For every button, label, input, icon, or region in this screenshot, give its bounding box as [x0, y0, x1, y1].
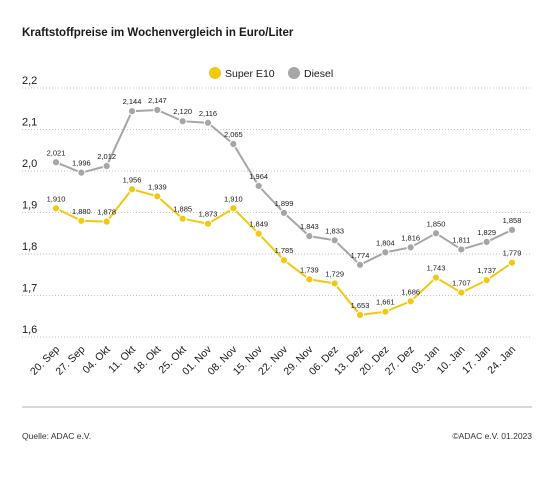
y-tick-label: 1,6 — [22, 324, 37, 336]
series-layer: 1,910 1,880 1,878 1,956 1,939 1,885 1,873 1,910… — [47, 96, 522, 320]
data-label: 1,707 — [452, 279, 471, 288]
data-label: 1,743 — [427, 264, 446, 273]
data-label: 1,653 — [351, 301, 370, 310]
data-label: 1,873 — [199, 210, 218, 219]
data-label: 1,774 — [351, 251, 370, 260]
y-tick-label: 1,7 — [22, 283, 37, 295]
data-point — [482, 276, 491, 285]
legend-marker-super-e10 — [209, 67, 221, 79]
data-point — [254, 181, 263, 191]
data-label: 1,849 — [249, 220, 268, 229]
x-tick-label: 04. Okt — [80, 344, 112, 376]
data-label: 2,116 — [199, 109, 217, 118]
data-point — [203, 219, 213, 228]
data-label: 1,833 — [325, 226, 344, 235]
data-label: 1,910 — [224, 194, 243, 203]
y-tick-label: 2,2 — [22, 75, 37, 87]
data-label: 1,878 — [97, 208, 116, 217]
data-point — [127, 185, 137, 194]
data-label: 1,910 — [47, 194, 66, 203]
x-tick-label: 24. Jan — [485, 344, 518, 377]
data-point — [305, 232, 314, 241]
data-label: 2,147 — [148, 96, 167, 105]
data-point — [203, 118, 213, 127]
data-label: 1,880 — [72, 207, 91, 216]
data-point — [381, 307, 390, 316]
data-point — [279, 256, 289, 265]
data-label: 2,021 — [47, 148, 66, 157]
data-label: 1,885 — [173, 205, 192, 214]
y-tick-label: 2,0 — [22, 158, 37, 170]
data-point — [305, 275, 314, 284]
data-point — [153, 105, 162, 115]
data-label: 1,661 — [376, 298, 395, 307]
legend-label-diesel: Diesel — [304, 68, 333, 80]
data-point — [330, 279, 339, 288]
data-label: 1,996 — [72, 159, 91, 168]
data-point — [153, 192, 162, 201]
data-point — [229, 204, 238, 213]
data-label: 1,858 — [503, 216, 522, 225]
data-label: 1,939 — [148, 182, 167, 191]
data-label: 2,012 — [97, 152, 116, 161]
data-point — [431, 229, 441, 238]
chart-title: Kraftstoffpreise im Wochenvergleich in E… — [22, 27, 294, 39]
data-label: 1,779 — [503, 249, 522, 258]
data-point — [51, 204, 61, 213]
data-label: 2,144 — [123, 97, 142, 106]
data-label: 1,686 — [401, 287, 420, 296]
series-line-diesel — [55, 108, 513, 266]
data-label: 1,729 — [325, 269, 344, 278]
data-point — [77, 216, 86, 225]
data-label: 1,850 — [427, 219, 446, 228]
copyright-note: ©ADAC e.V. 01.2023 — [452, 431, 532, 441]
legend-label-super-e10: Super E10 — [225, 68, 275, 80]
data-point — [381, 248, 390, 257]
data-label: 1,739 — [300, 265, 319, 274]
data-point — [127, 107, 137, 116]
data-label: 1,899 — [275, 199, 294, 208]
data-point — [457, 288, 466, 297]
data-label: 1,816 — [401, 233, 420, 242]
data-label: 1,804 — [376, 238, 395, 247]
data-point — [178, 117, 187, 126]
data-label: 1,964 — [249, 172, 268, 181]
data-point — [507, 225, 517, 235]
data-point — [355, 310, 365, 320]
data-point — [482, 237, 491, 247]
data-point — [330, 236, 339, 245]
y-tick-label: 1,9 — [22, 200, 37, 212]
data-point — [51, 158, 61, 167]
data-label: 1,843 — [300, 222, 319, 231]
y-axis: 1,6 1,7 1,8 1,9 2,0 2,1 2,2 — [22, 75, 532, 338]
data-label: 1,829 — [477, 228, 496, 237]
data-point — [406, 297, 415, 306]
source-note: Quelle: ADAC e.V. — [22, 431, 92, 441]
data-point — [457, 245, 466, 254]
legend-marker-diesel — [288, 67, 300, 79]
data-label: 1,785 — [275, 246, 294, 255]
data-label: 1,737 — [477, 266, 496, 275]
data-point — [406, 243, 415, 252]
data-label: 1,811 — [452, 235, 470, 244]
data-point — [355, 260, 365, 269]
data-label: 2,120 — [173, 107, 192, 116]
data-point — [102, 161, 111, 171]
data-point — [279, 208, 289, 218]
data-point — [507, 258, 517, 267]
data-point — [77, 168, 86, 177]
data-point — [431, 273, 441, 282]
y-tick-label: 1,8 — [22, 241, 37, 253]
data-point — [229, 139, 238, 149]
data-point — [178, 214, 187, 223]
data-point — [254, 229, 263, 238]
data-label: 2,065 — [224, 130, 243, 139]
legend: Super E10 Diesel — [209, 67, 333, 80]
data-label: 1,956 — [123, 175, 142, 184]
data-point — [102, 217, 111, 226]
y-tick-label: 2,1 — [22, 117, 37, 129]
